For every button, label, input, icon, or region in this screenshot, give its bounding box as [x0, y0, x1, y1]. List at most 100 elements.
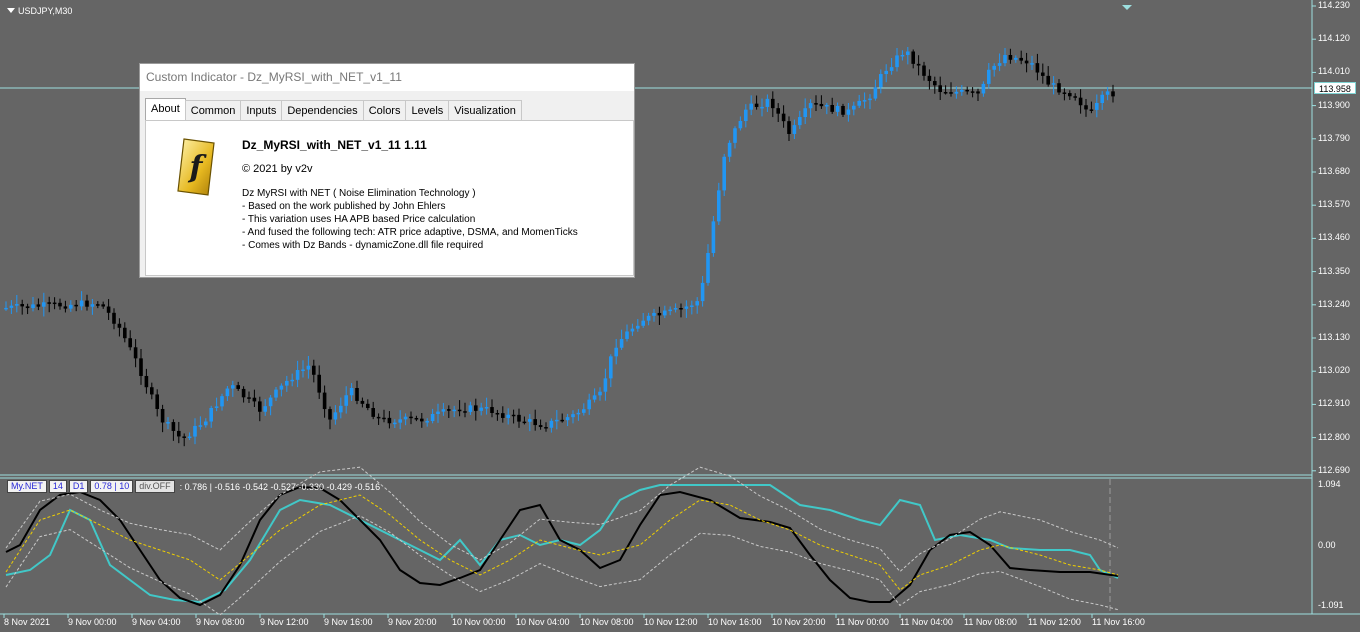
candle-body: [382, 417, 386, 420]
candle-body: [911, 51, 915, 64]
candle-body: [916, 63, 921, 66]
candle-body: [646, 315, 651, 321]
candle-body: [452, 409, 456, 412]
candle-body: [387, 417, 392, 424]
candle-body: [657, 312, 662, 316]
about-panel: f Dz_MyRSI_with_NET_v1_11 1.11 © 2021 by…: [145, 120, 634, 276]
candle-body: [101, 304, 105, 307]
dialog-tabs: About Common Inputs Dependencies Colors …: [145, 98, 522, 121]
candle-body: [25, 306, 30, 309]
indicator-period-box[interactable]: 14: [48, 480, 67, 493]
indicator-timeframe-box[interactable]: D1: [68, 480, 89, 493]
candle-body: [268, 397, 273, 407]
candle-body: [684, 306, 689, 309]
candle-body: [673, 308, 678, 310]
candle-body: [619, 338, 624, 348]
candle-body: [760, 106, 764, 109]
tab-common[interactable]: Common: [184, 100, 242, 121]
candle-body: [587, 399, 591, 410]
candle-body: [803, 108, 807, 118]
candle-body: [582, 409, 586, 413]
candle-body: [884, 70, 888, 75]
dialog-title[interactable]: Custom Indicator - Dz_MyRSI_with_NET_v1_…: [140, 64, 634, 91]
time-tick-label: 10 Nov 16:00: [708, 617, 762, 627]
candle-body: [711, 221, 716, 254]
candle-body: [776, 108, 780, 114]
tab-inputs[interactable]: Inputs: [240, 100, 283, 121]
time-tick-label: 10 Nov 00:00: [452, 617, 506, 627]
price-tick-label: 113.020: [1318, 365, 1350, 376]
current-price-tag: 113.958: [1314, 82, 1356, 94]
candle-body: [846, 109, 851, 115]
candle-body: [727, 142, 732, 157]
candle-body: [549, 420, 554, 428]
candle-body: [992, 65, 996, 70]
candle-body: [808, 103, 813, 109]
dropdown-triangle-icon[interactable]: [7, 8, 15, 13]
time-tick-label: 10 Nov 08:00: [580, 617, 634, 627]
candle-body: [490, 407, 494, 413]
candle-body: [798, 117, 802, 126]
candle-body: [123, 327, 127, 339]
candle-body: [312, 365, 316, 375]
candle-body: [333, 412, 338, 420]
candle-body: [69, 304, 73, 309]
lower-band-line: [5, 515, 1119, 616]
candle-body: [247, 397, 251, 399]
candle-body: [706, 253, 710, 283]
indicator-divergence-box[interactable]: div.OFF: [135, 480, 175, 493]
time-tick-label: 11 Nov 08:00: [964, 617, 1017, 627]
candle-body: [900, 54, 905, 57]
candle-body: [58, 302, 62, 307]
candle-body: [198, 425, 203, 427]
signal-line: [5, 485, 1119, 607]
candle-body: [85, 300, 89, 307]
candle-body: [306, 365, 311, 370]
candle-body: [409, 416, 413, 419]
candle-body: [420, 418, 424, 422]
candle-body: [20, 304, 24, 307]
indicator-tick-label: 1.094: [1318, 479, 1341, 489]
candle-body: [927, 75, 932, 82]
candle-body: [42, 302, 46, 307]
description-line: - Comes with Dz Bands - dynamicZone.dll …: [242, 240, 484, 251]
candle-body: [560, 419, 564, 422]
candle-body: [717, 190, 721, 222]
candle-body: [398, 419, 402, 423]
tab-dependencies[interactable]: Dependencies: [281, 100, 364, 121]
candle-body: [830, 105, 834, 112]
candle-body: [117, 323, 122, 328]
indicator-tick-label: 0.00: [1318, 540, 1336, 550]
candle-body: [1024, 60, 1029, 64]
candle-body: [722, 156, 726, 191]
tab-about[interactable]: About: [145, 98, 186, 121]
candle-body: [1100, 94, 1104, 104]
time-tick-label: 9 Nov 16:00: [324, 617, 373, 627]
candle-body: [474, 405, 478, 411]
indicator-name-box[interactable]: My.NET: [7, 480, 47, 493]
candle-body: [436, 411, 440, 415]
indicator-name: Dz_MyRSI_with_NET_v1_11 1.11: [242, 138, 427, 152]
candle-body: [360, 400, 365, 404]
candle-body: [160, 408, 165, 423]
mid-line: [5, 494, 1119, 591]
candle-body: [598, 391, 602, 396]
indicator-params-box[interactable]: 0.78 | 10: [90, 480, 134, 493]
candle-body: [857, 100, 861, 106]
tab-colors[interactable]: Colors: [362, 100, 407, 121]
upper-band-line: [5, 466, 1119, 573]
candle-body: [592, 395, 597, 400]
tab-levels[interactable]: Levels: [405, 100, 450, 121]
candle-body: [177, 430, 181, 437]
price-tick-label: 114.120: [1318, 33, 1350, 44]
candle-body: [447, 409, 451, 411]
candle-body: [970, 91, 975, 93]
time-tick-label: 11 Nov 04:00: [900, 617, 953, 627]
candle-body: [1014, 57, 1018, 60]
time-tick-label: 10 Nov 20:00: [772, 617, 826, 627]
tab-visualization[interactable]: Visualization: [448, 100, 522, 121]
candle-body: [1111, 91, 1115, 97]
candle-body: [355, 388, 359, 401]
